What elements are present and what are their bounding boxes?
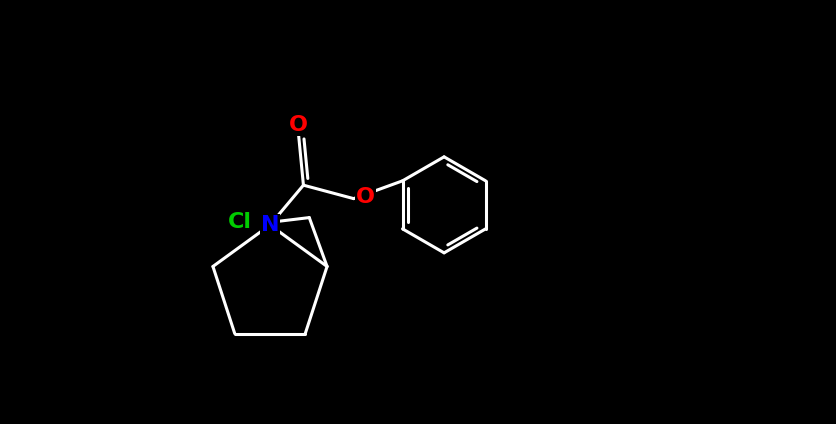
Text: N: N	[261, 215, 279, 235]
Text: O: O	[288, 115, 308, 135]
Text: O: O	[356, 187, 375, 206]
Text: Cl: Cl	[227, 212, 251, 232]
